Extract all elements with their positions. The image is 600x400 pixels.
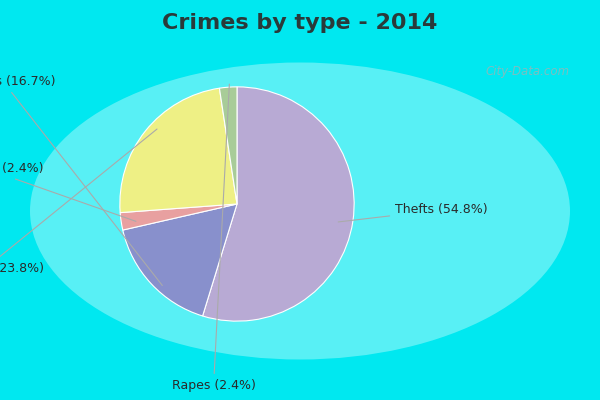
Text: Burglaries (23.8%): Burglaries (23.8%) <box>0 129 157 275</box>
Text: Rapes (2.4%): Rapes (2.4%) <box>172 84 256 392</box>
Text: City-Data.com: City-Data.com <box>486 66 570 78</box>
Text: Crimes by type - 2014: Crimes by type - 2014 <box>163 13 437 33</box>
Text: Assaults (16.7%): Assaults (16.7%) <box>0 74 163 286</box>
Wedge shape <box>220 87 237 204</box>
Wedge shape <box>120 204 237 230</box>
Ellipse shape <box>30 62 570 360</box>
Wedge shape <box>123 204 237 316</box>
Wedge shape <box>203 87 354 321</box>
Wedge shape <box>120 88 237 213</box>
Text: Auto thefts (2.4%): Auto thefts (2.4%) <box>0 162 136 221</box>
Text: Thefts (54.8%): Thefts (54.8%) <box>338 203 488 222</box>
